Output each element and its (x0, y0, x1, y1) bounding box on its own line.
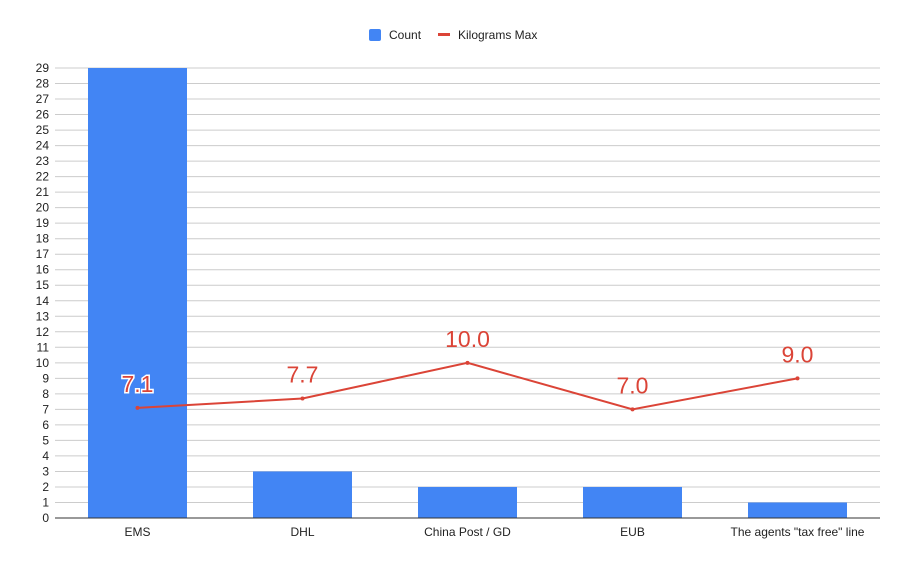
legend-swatch-kilograms-max (438, 33, 450, 36)
x-tick-label: EMS (124, 525, 150, 539)
y-tick-label: 21 (36, 185, 50, 199)
y-tick-label: 6 (42, 418, 49, 432)
y-tick-label: 1 (42, 495, 49, 509)
y-tick-label: 25 (36, 123, 50, 137)
x-tick-label: The agents "tax free" line (731, 525, 865, 539)
y-tick-label: 12 (36, 325, 50, 339)
data-label: 9.0 (782, 341, 814, 367)
y-tick-label: 5 (42, 433, 49, 447)
y-tick-label: 24 (36, 139, 50, 153)
line-point-4[interactable] (630, 407, 635, 412)
y-tick-label: 2 (42, 480, 49, 494)
bar-2[interactable] (253, 471, 352, 518)
y-tick-label: 26 (36, 108, 50, 122)
y-tick-label: 9 (42, 371, 49, 385)
legend-label-kilograms-max: Kilograms Max (458, 28, 537, 42)
y-tick-label: 29 (36, 61, 50, 75)
bar-series (88, 68, 847, 518)
y-tick-label: 3 (42, 464, 49, 478)
gridlines (55, 67, 880, 519)
bar-1[interactable] (88, 68, 187, 518)
y-tick-label: 15 (36, 278, 50, 292)
y-tick-label: 16 (36, 263, 50, 277)
y-tick-label: 27 (36, 92, 50, 106)
y-tick-label: 7 (42, 402, 49, 416)
y-tick-label: 13 (36, 309, 50, 323)
x-tick-label: EUB (620, 525, 645, 539)
line-point-1[interactable] (135, 405, 140, 410)
y-tick-label: 19 (36, 216, 50, 230)
y-tick-label: 22 (36, 170, 50, 184)
bar-3[interactable] (418, 486, 517, 518)
legend[interactable]: Count Kilograms Max (369, 28, 537, 42)
y-tick-label: 8 (42, 387, 49, 401)
legend-label-count: Count (389, 28, 422, 42)
y-tick-label: 11 (37, 340, 50, 354)
y-tick-label: 23 (36, 154, 50, 168)
y-tick-label: 4 (42, 449, 49, 463)
y-tick-label: 10 (36, 356, 50, 370)
y-tick-label: 18 (36, 232, 50, 246)
line-series: 7.1 7.7 10.0 7.0 9.0 (120, 326, 814, 412)
y-axis-ticks: 0123456789101112131415161718192021222324… (36, 61, 50, 525)
y-tick-label: 17 (36, 247, 50, 261)
legend-swatch-count (369, 29, 381, 41)
bar-5[interactable] (748, 502, 847, 518)
y-tick-label: 14 (36, 294, 50, 308)
line-point-5[interactable] (795, 376, 800, 381)
bar-4[interactable] (583, 486, 682, 518)
y-tick-label: 20 (36, 201, 50, 215)
x-tick-label: China Post / GD (424, 525, 511, 539)
data-label: 7.0 (617, 372, 649, 398)
kilograms-max-line[interactable] (137, 361, 798, 411)
y-tick-label: 0 (42, 511, 49, 525)
data-label: 7.1 (122, 371, 154, 397)
line-point-3[interactable] (465, 360, 470, 365)
line-point-2[interactable] (300, 396, 305, 401)
data-label: 7.7 (287, 362, 319, 388)
y-tick-label: 28 (36, 77, 50, 91)
x-tick-label: DHL (290, 525, 314, 539)
x-axis-labels: EMS DHL China Post / GD EUB The agents "tax … (124, 525, 864, 539)
data-label: 10.0 (445, 326, 490, 352)
